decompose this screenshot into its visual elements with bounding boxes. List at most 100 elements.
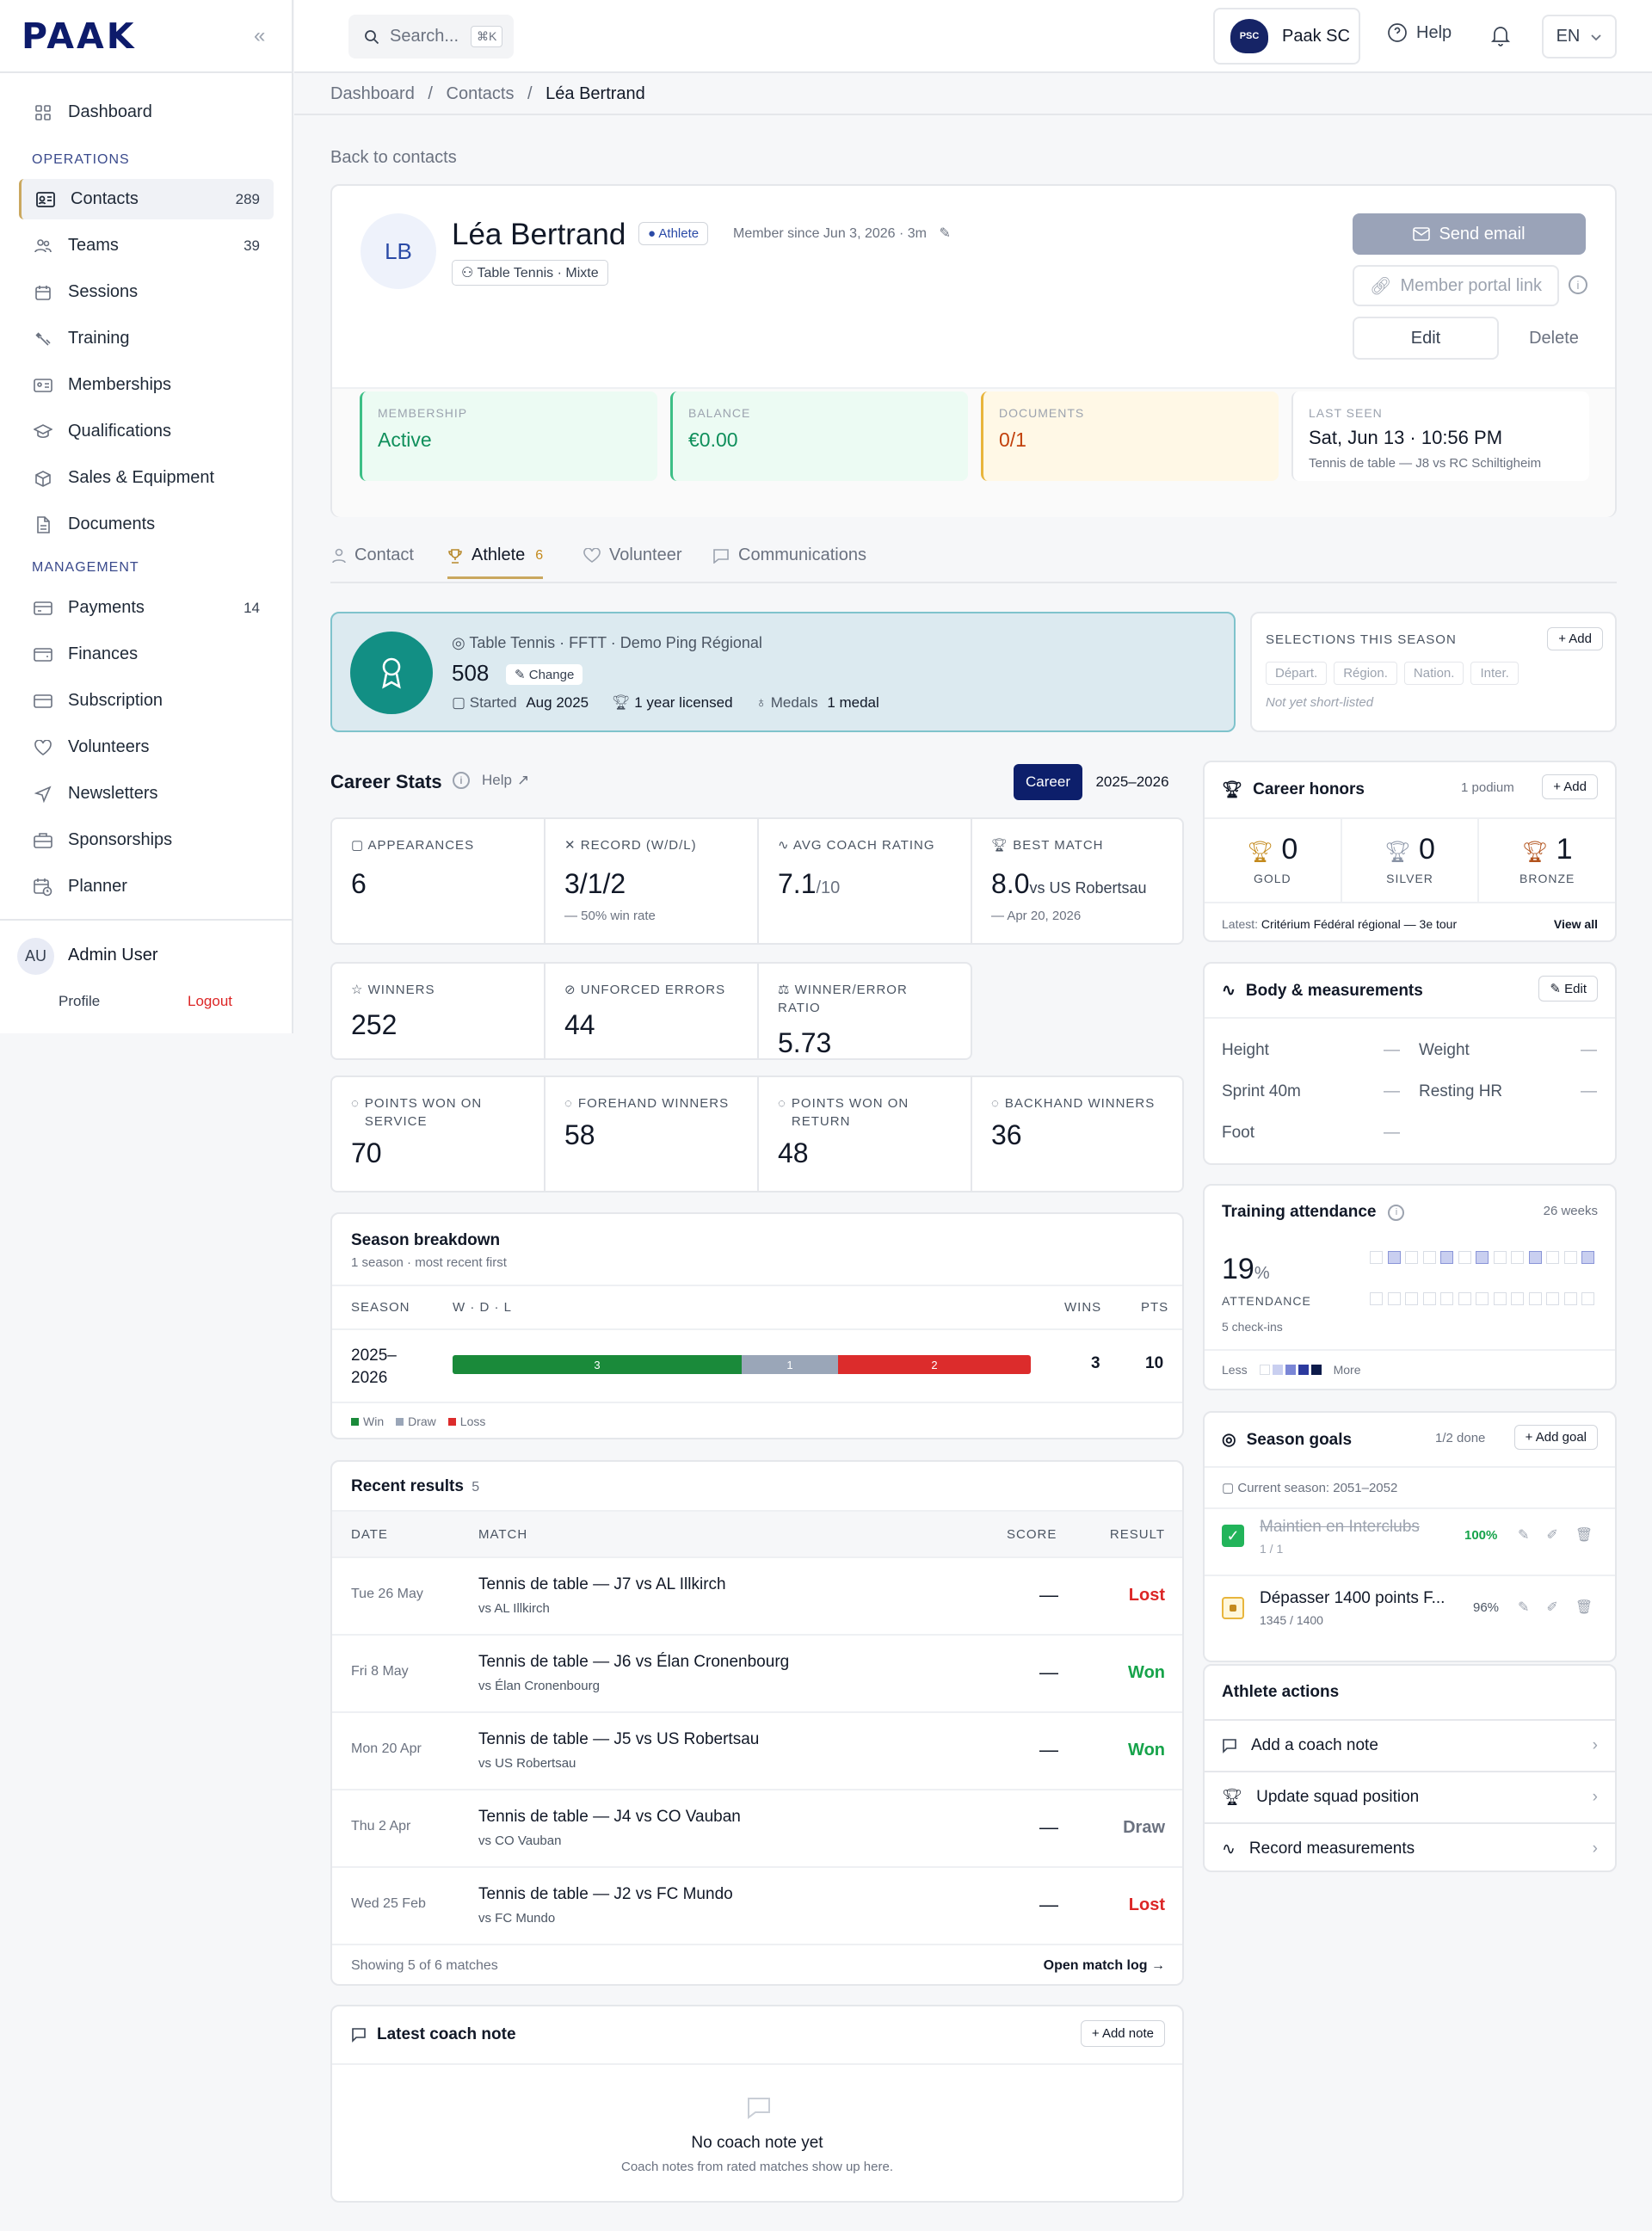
help-button[interactable]: Help [1387, 22, 1452, 43]
logo[interactable]: PAAK [22, 15, 137, 57]
sidebar-item-memberships[interactable]: Memberships [19, 365, 274, 405]
medal-counts: 🏆︎ 0 GOLD 🏆︎ 0 SILVER 🏆︎ 1 BRONZE [1205, 817, 1615, 903]
logo-row: PAAK « [0, 0, 292, 73]
career-help-link[interactable]: i Help ↗ [453, 772, 529, 789]
level-chip[interactable]: Région. [1334, 662, 1397, 685]
sidebar-item-label: Contacts [71, 189, 139, 208]
calendar-clock-icon [32, 876, 54, 898]
row-match: Tennis de table — J7 vs AL Illkirch [478, 1575, 726, 1593]
level-chip[interactable]: Nation. [1403, 662, 1464, 685]
table-row[interactable]: Fri 8 May Tennis de table — J6 vs Élan Cr… [332, 1636, 1182, 1713]
edit-button[interactable]: Edit [1353, 317, 1499, 360]
tab-count: 6 [535, 547, 544, 563]
action-add-coach-note[interactable]: Add a coach note › [1205, 1719, 1615, 1771]
tab-volunteer[interactable]: Volunteer [583, 545, 682, 565]
edit-icon[interactable]: ✎ [1518, 1528, 1530, 1543]
sidebar-item-planner[interactable]: Planner [19, 866, 274, 907]
silver-label: SILVER [1386, 872, 1433, 885]
heatmap-cell [1581, 1251, 1594, 1264]
table-row[interactable]: Thu 2 Apr Tennis de table — J4 vs CO Vaub… [332, 1790, 1182, 1868]
send-email-button[interactable]: Send email [1353, 213, 1586, 255]
sidebar-item-teams[interactable]: Teams 39 [19, 225, 274, 266]
chat-icon [1222, 1738, 1237, 1753]
membership-summary[interactable]: MEMBERSHIP Active [360, 391, 657, 481]
divider [332, 1402, 1182, 1403]
sidebar-item-qualifications[interactable]: Qualifications [19, 411, 274, 452]
trash-icon[interactable]: 🗑︎ [1575, 1600, 1593, 1615]
add-note-button[interactable]: + Add note [1080, 2020, 1165, 2047]
club-switcher[interactable]: PSC Paak SC [1213, 8, 1360, 65]
sidebar-item-dashboard[interactable]: Dashboard [19, 92, 274, 133]
documents-summary[interactable]: DOCUMENTS 0/1 [981, 391, 1279, 481]
heatmap-cell [1511, 1292, 1524, 1305]
language-value: EN [1556, 27, 1581, 46]
level-chip[interactable]: Inter. [1470, 662, 1519, 685]
open-match-log-link[interactable]: Open match log → [1044, 1958, 1165, 1974]
role-badge: ● Athlete [638, 222, 709, 245]
bell-icon[interactable] [1490, 24, 1511, 51]
collapse-sidebar-icon[interactable]: « [254, 24, 266, 47]
profile-link[interactable]: Profile [59, 993, 101, 1009]
tab-contact[interactable]: Contact [332, 545, 414, 565]
pencil-icon[interactable]: ✎ [939, 226, 951, 241]
pencil-icon[interactable]: ✐ [1546, 1528, 1558, 1543]
avatar[interactable]: AU [17, 938, 54, 975]
sidebar-item-training[interactable]: Training [19, 318, 274, 359]
empty-title: No coach note yet [691, 2134, 823, 2152]
sidebar-item-documents[interactable]: Documents [19, 504, 274, 545]
legend-win: Win [351, 1414, 384, 1428]
sidebar-item-newsletters[interactable]: Newsletters [19, 773, 274, 814]
sidebar-item-payments[interactable]: Payments 14 [19, 588, 274, 628]
row-date: Thu 2 Apr [351, 1819, 411, 1833]
row-match: Tennis de table — J6 vs Élan Cronenbourg [478, 1653, 790, 1671]
club-crest-icon: PSC [1230, 19, 1268, 53]
help-label: Help [1416, 22, 1452, 42]
sidebar-item-finances[interactable]: Finances [19, 634, 274, 675]
stat-label: WINNER/ERROR RATIO [778, 983, 908, 1015]
heatmap-cell [1387, 1251, 1401, 1264]
sidebar-item-sales-equipment[interactable]: Sales & Equipment [19, 458, 274, 498]
edit-measurements-button[interactable]: ✎ Edit [1538, 976, 1598, 1001]
heatmap-cell [1440, 1292, 1453, 1305]
sidebar-item-sponsorships[interactable]: Sponsorships [19, 820, 274, 860]
toggle-season[interactable]: 2025–2026 [1095, 773, 1169, 790]
federation-text: Table Tennis · FFTT · Demo Ping Régional [469, 634, 762, 651]
pencil-icon[interactable]: ✐ [1546, 1600, 1558, 1615]
toggle-career[interactable]: Career [1014, 764, 1082, 800]
summary-value: Sat, Jun 13 · 10:56 PM [1309, 427, 1503, 448]
sidebar-item-volunteers[interactable]: Volunteers [19, 727, 274, 767]
action-record-measurements[interactable]: ∿ Record measurements › [1205, 1822, 1615, 1874]
language-select[interactable]: EN [1542, 15, 1617, 59]
breadcrumb-dashboard[interactable]: Dashboard [330, 84, 415, 103]
tab-communications[interactable]: Communications [712, 545, 866, 565]
action-update-squad-position[interactable]: 🏆︎ Update squad position › [1205, 1771, 1615, 1822]
sidebar-item-sessions[interactable]: Sessions [19, 272, 274, 312]
stat-label: WINNERS [367, 983, 435, 997]
search-input[interactable]: Search... ⌘K [348, 15, 514, 59]
info-icon[interactable]: i [1388, 1204, 1405, 1221]
add-honor-button[interactable]: + Add [1542, 774, 1598, 799]
back-to-contacts-link[interactable]: Back to contacts [330, 148, 457, 167]
view-all-link[interactable]: View all [1553, 917, 1598, 931]
tab-athlete[interactable]: Athlete 6 [447, 545, 544, 579]
logout-link[interactable]: Logout [188, 993, 232, 1009]
sidebar-item-contacts[interactable]: Contacts 289 [19, 179, 274, 219]
trash-icon[interactable]: 🗑︎ [1575, 1528, 1593, 1543]
sidebar-item-subscription[interactable]: Subscription [19, 681, 274, 721]
goal-checkbox-done[interactable]: ✓ [1222, 1525, 1244, 1547]
table-row[interactable]: Tue 26 May Tennis de table — J7 vs AL Ill… [332, 1558, 1182, 1636]
info-icon[interactable]: i [1569, 275, 1587, 294]
add-goal-button[interactable]: + Add goal [1513, 1425, 1598, 1450]
member-portal-link-button[interactable]: 🔗︎ Member portal link [1353, 265, 1559, 306]
club-name: Paak SC [1282, 26, 1350, 46]
edit-icon[interactable]: ✎ [1518, 1600, 1530, 1615]
breadcrumb-contacts[interactable]: Contacts [446, 84, 515, 103]
add-selection-button[interactable]: + Add [1547, 627, 1603, 650]
table-row[interactable]: Mon 20 Apr Tennis de table — J5 vs US Rob… [332, 1713, 1182, 1790]
level-chip[interactable]: Départ. [1266, 662, 1328, 685]
delete-button[interactable]: Delete [1529, 328, 1579, 348]
balance-summary[interactable]: BALANCE €0.00 [670, 391, 968, 481]
goal-checkbox-pending[interactable] [1222, 1597, 1244, 1619]
change-ranking-button[interactable]: ✎ Change [506, 664, 583, 685]
table-row[interactable]: Wed 25 Feb Tennis de table — J2 vs FC Mun… [332, 1868, 1182, 1945]
